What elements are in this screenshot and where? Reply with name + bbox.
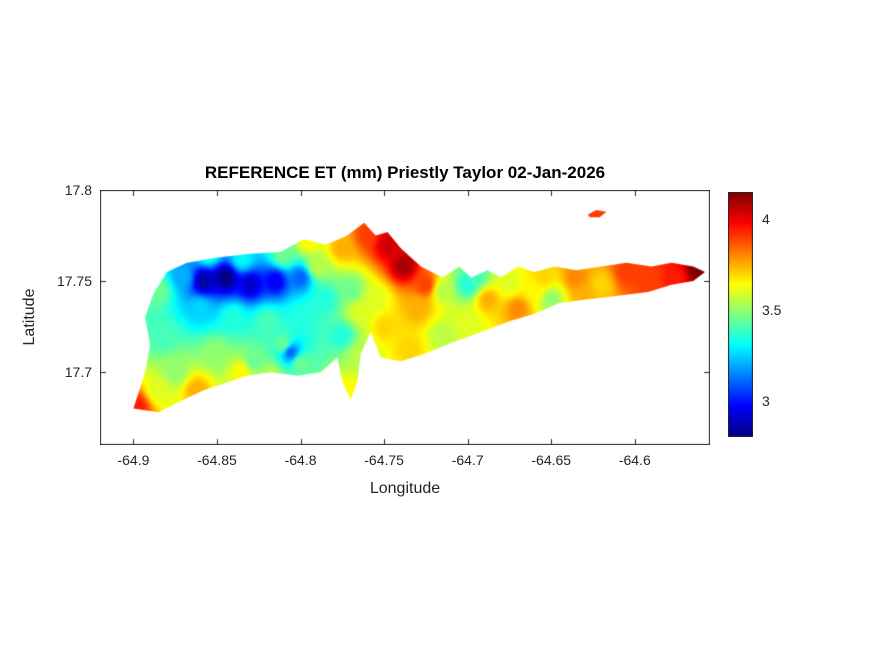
x-tick-label: -64.65 — [531, 452, 572, 468]
figure-title: REFERENCE ET (mm) Priestly Taylor 02-Jan… — [204, 163, 606, 182]
colorbar-ticks: 3 3.5 4 — [762, 0, 822, 656]
x-tick-label: -64.6 — [618, 452, 651, 468]
y-tick-label: 17.75 — [56, 273, 92, 290]
x-tick-label: -64.9 — [117, 452, 150, 468]
y-axis-label: Latitude — [21, 288, 38, 346]
colorbar-tick-label: 3 — [762, 392, 770, 409]
x-tick-label: -64.75 — [364, 452, 404, 468]
colorbar — [728, 192, 753, 437]
y-tick-label: 17.8 — [64, 182, 92, 198]
x-tick-label: -64.8 — [284, 452, 317, 468]
x-tick-label: -64.85 — [197, 452, 237, 468]
y-axis-ticks: 17.7 17.75 17.8 — [0, 0, 92, 656]
x-tick-label: -64.7 — [451, 452, 484, 468]
y-tick-label: 17.7 — [64, 364, 92, 381]
x-axis-label: Longitude — [369, 480, 441, 497]
heatmap-canvas — [100, 190, 710, 445]
colorbar-tick-label: 3.5 — [762, 301, 782, 318]
colorbar-tick-label: 4 — [762, 211, 770, 228]
